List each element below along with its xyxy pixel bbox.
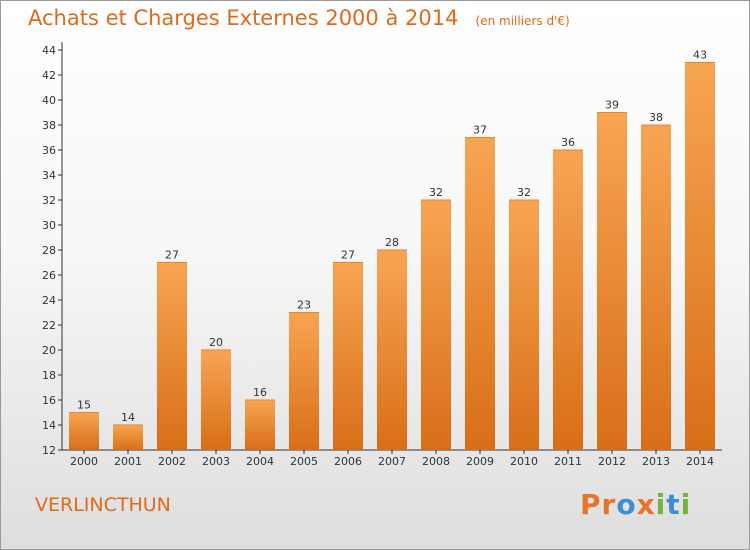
- bar: [157, 262, 187, 450]
- y-tick-label: 30: [42, 219, 56, 232]
- y-tick-label: 28: [42, 244, 56, 257]
- logo-letter: i: [680, 488, 692, 521]
- bar: [245, 400, 275, 450]
- chart-header: Achats et Charges Externes 2000 à 2014 (…: [28, 6, 570, 30]
- logo-letter: o: [616, 488, 637, 521]
- bar: [597, 112, 627, 450]
- proxiti-logo[interactable]: Proxiti: [580, 488, 691, 521]
- y-tick-label: 20: [42, 344, 56, 357]
- bar-value-label: 37: [473, 124, 487, 137]
- bar-value-label: 38: [649, 111, 663, 124]
- y-tick-label: 12: [42, 444, 56, 457]
- bar: [113, 425, 143, 450]
- chart-unit-label: (en milliers d'€): [475, 14, 570, 28]
- bar: [685, 62, 715, 450]
- x-tick-label: 2012: [598, 455, 626, 468]
- bar: [641, 125, 671, 450]
- bar-value-label: 15: [77, 399, 91, 412]
- logo-letter: P: [580, 488, 602, 521]
- bar: [201, 350, 231, 450]
- bar-value-label: 23: [297, 299, 311, 312]
- y-tick-label: 42: [42, 69, 56, 82]
- x-tick-label: 2001: [114, 455, 142, 468]
- bar: [465, 137, 495, 450]
- x-tick-label: 2014: [686, 455, 714, 468]
- y-tick-label: 14: [42, 419, 56, 432]
- bar-value-label: 14: [121, 411, 135, 424]
- y-tick-label: 36: [42, 144, 56, 157]
- x-tick-label: 2007: [378, 455, 406, 468]
- bar: [377, 250, 407, 450]
- bar-value-label: 27: [341, 249, 355, 262]
- x-tick-label: 2010: [510, 455, 538, 468]
- y-tick-label: 40: [42, 94, 56, 107]
- commune-name: VERLINCTHUN: [35, 494, 171, 516]
- bar: [553, 150, 583, 450]
- chart-title: Achats et Charges Externes 2000 à 2014: [28, 6, 459, 30]
- y-tick-label: 16: [42, 394, 56, 407]
- logo-letter: r: [601, 488, 617, 521]
- bar-value-label: 20: [209, 336, 223, 349]
- bar: [69, 412, 99, 450]
- bar-value-label: 36: [561, 136, 575, 149]
- x-tick-label: 2002: [158, 455, 186, 468]
- y-tick-label: 22: [42, 319, 56, 332]
- x-tick-label: 2008: [422, 455, 450, 468]
- logo-letter: t: [666, 488, 681, 521]
- bar-value-label: 39: [605, 99, 619, 112]
- x-tick-label: 2003: [202, 455, 230, 468]
- x-tick-label: 2011: [554, 455, 582, 468]
- bar: [289, 312, 319, 450]
- y-tick-label: 24: [42, 294, 56, 307]
- bar: [421, 200, 451, 450]
- x-tick-label: 2005: [290, 455, 318, 468]
- bar-value-label: 32: [517, 186, 531, 199]
- chart-bars: 15 14 27 20 16 23 27 28 32 37 32 36 39 38 43: [69, 49, 715, 450]
- logo-letter: i: [655, 488, 667, 521]
- x-tick-label: 2006: [334, 455, 362, 468]
- y-tick-label: 32: [42, 194, 56, 207]
- x-tick-label: 2009: [466, 455, 494, 468]
- bar: [509, 200, 539, 450]
- y-tick-label: 18: [42, 369, 56, 382]
- bar-value-label: 28: [385, 236, 399, 249]
- bar: [333, 262, 363, 450]
- y-tick-label: 34: [42, 169, 56, 182]
- y-tick-label: 44: [42, 44, 56, 57]
- x-tick-label: 2013: [642, 455, 670, 468]
- bar-value-label: 43: [693, 49, 707, 62]
- logo-letter: x: [636, 488, 656, 521]
- x-tick-label: 2000: [70, 455, 98, 468]
- x-tick-label: 2004: [246, 455, 274, 468]
- y-tick-label: 26: [42, 269, 56, 282]
- y-tick-label: 38: [42, 119, 56, 132]
- bar-value-label: 27: [165, 249, 179, 262]
- bar-value-label: 16: [253, 386, 267, 399]
- bar-value-label: 32: [429, 186, 443, 199]
